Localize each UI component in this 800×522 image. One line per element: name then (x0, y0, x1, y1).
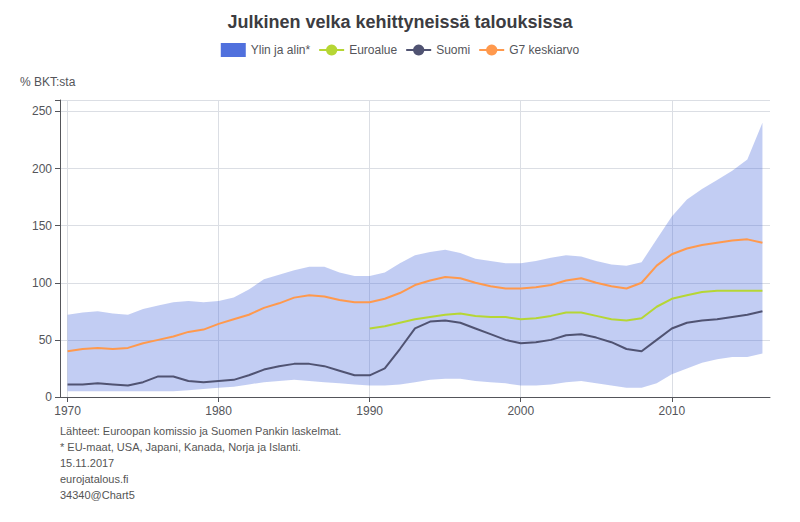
svg-text:G7 keskiarvo: G7 keskiarvo (509, 43, 579, 57)
svg-text:34340@Chart5: 34340@Chart5 (60, 489, 135, 501)
svg-text:1990: 1990 (356, 404, 383, 418)
svg-text:Ylin ja alin*: Ylin ja alin* (251, 43, 311, 57)
svg-text:eurojatalous.fi: eurojatalous.fi (60, 473, 129, 485)
svg-text:% BKT:sta: % BKT:sta (20, 75, 76, 89)
svg-text:0: 0 (45, 390, 52, 404)
svg-text:250: 250 (32, 104, 52, 118)
svg-text:1980: 1980 (205, 404, 232, 418)
svg-text:150: 150 (32, 219, 52, 233)
svg-text:Julkinen velka kehittyneissä t: Julkinen velka kehittyneissä talouksissa (227, 12, 573, 32)
svg-text:50: 50 (39, 333, 53, 347)
svg-text:15.11.2017: 15.11.2017 (60, 457, 114, 469)
svg-text:Lähteet: Euroopan komissio ja: Lähteet: Euroopan komissio ja Suomen Pan… (60, 425, 341, 437)
svg-text:Euroalue: Euroalue (349, 43, 397, 57)
svg-text:100: 100 (32, 276, 52, 290)
svg-text:Suomi: Suomi (436, 43, 470, 57)
svg-text:1970: 1970 (54, 404, 81, 418)
svg-text:2010: 2010 (658, 404, 685, 418)
svg-text:2000: 2000 (507, 404, 534, 418)
svg-text:200: 200 (32, 162, 52, 176)
svg-text:* EU-maat, USA, Japani, Kanada: * EU-maat, USA, Japani, Kanada, Norja ja… (60, 441, 301, 453)
